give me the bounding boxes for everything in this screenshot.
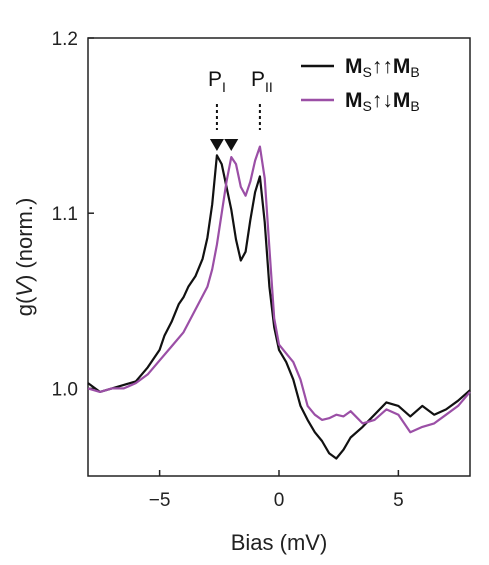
- x-axis-title: Bias (mV): [231, 530, 328, 555]
- y-axis-title: g(V) (norm.): [12, 198, 37, 317]
- x-tick-label: −5: [149, 490, 171, 511]
- series-line-antiparallel: [87, 145, 471, 434]
- legend: MS↑↑MB MS↑↓MB: [301, 55, 420, 114]
- y-axis: 1.0 1.1 1.2: [52, 29, 94, 400]
- peak-marker-triangle: [224, 139, 239, 151]
- x-tick-label: 0: [274, 490, 285, 511]
- x-tick-label: 5: [393, 490, 404, 511]
- y-tick-label: 1.2: [52, 29, 78, 50]
- peak-annotations: PI PII: [208, 68, 273, 151]
- legend-label-antiparallel: MS↑↓MB: [345, 89, 420, 114]
- y-tick-label: 1.0: [52, 379, 78, 400]
- peak-label-p1: PI: [208, 68, 226, 95]
- y-tick-label: 1.1: [52, 204, 78, 225]
- peak-marker-triangle: [209, 139, 224, 151]
- series-group: [87, 145, 471, 460]
- series-line-parallel: [87, 154, 471, 460]
- peak-label-p2: PII: [251, 68, 273, 95]
- legend-label-parallel: MS↑↑MB: [345, 55, 420, 80]
- x-axis: −5 0 5: [149, 470, 404, 511]
